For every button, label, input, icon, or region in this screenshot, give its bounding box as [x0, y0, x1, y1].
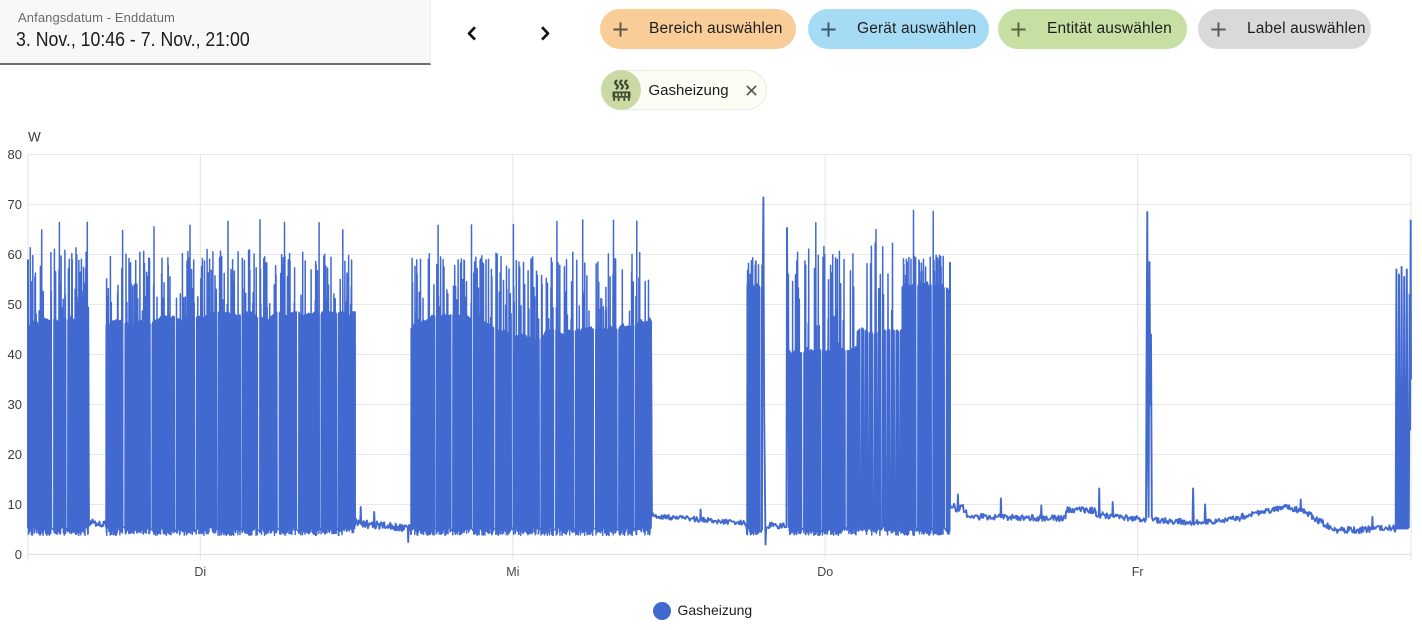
svg-text:70: 70 [8, 197, 22, 212]
svg-text:10: 10 [8, 497, 22, 512]
svg-text:80: 80 [8, 147, 22, 162]
svg-text:30: 30 [8, 397, 22, 412]
svg-text:W: W [28, 130, 41, 145]
svg-text:20: 20 [8, 447, 22, 462]
svg-text:Do: Do [817, 565, 833, 579]
svg-text:Fr: Fr [1132, 565, 1144, 579]
svg-text:Mi: Mi [506, 565, 519, 579]
svg-text:50: 50 [8, 297, 22, 312]
svg-text:40: 40 [8, 347, 22, 362]
svg-text:60: 60 [8, 247, 22, 262]
svg-text:0: 0 [15, 547, 22, 562]
svg-text:Di: Di [194, 565, 206, 579]
